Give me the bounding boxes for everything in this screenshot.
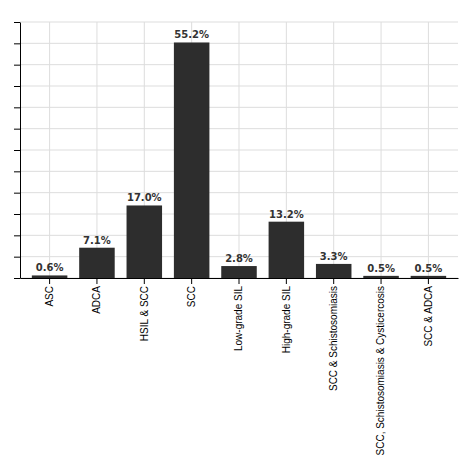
bar (363, 276, 399, 278)
x-tick: SCC & ADCA (423, 278, 434, 347)
x-tick-mark (286, 278, 287, 284)
y-tick-mark (14, 86, 20, 87)
data-label: 7.1% (83, 235, 111, 246)
x-tick: High-grade SIL (281, 278, 292, 353)
x-tick: SCC & Schistosomiasis (328, 278, 339, 391)
x-tick: HSIL & SCC (138, 278, 149, 341)
y-axis (14, 23, 21, 279)
grid-line-x (381, 22, 382, 278)
bar (127, 205, 163, 278)
x-tick-mark (428, 278, 429, 284)
y-tick (14, 86, 20, 87)
y-tick (14, 278, 20, 279)
data-label: 13.2% (269, 209, 304, 220)
grid-line-x (49, 22, 50, 278)
x-tick-label: SCC & ADCA (423, 286, 434, 347)
y-tick-mark (14, 107, 20, 108)
y-tick (14, 22, 20, 23)
x-tick-label: SCC, Schistosomiasis & Cysticercosis (375, 286, 386, 455)
x-tick: SCC (186, 278, 197, 307)
x-tick-mark (144, 278, 145, 284)
chart: ASC ADCA HSIL & SCC SCC Low-grade SIL High-gr… (0, 0, 474, 474)
bar (316, 264, 352, 278)
grid-line-x (333, 22, 334, 278)
x-tick-label: High-grade SIL (281, 286, 292, 354)
x-tick-mark (239, 278, 240, 284)
y-tick-mark (14, 257, 20, 258)
y-axis-line (20, 23, 21, 279)
y-tick (14, 193, 20, 194)
y-tick (14, 65, 20, 66)
y-tick-mark (14, 214, 20, 215)
y-tick-mark (14, 193, 20, 194)
y-tick (14, 235, 20, 236)
x-tick: ASC (44, 278, 55, 307)
x-tick-label: SCC (186, 286, 197, 307)
plot: ASC ADCA HSIL & SCC SCC Low-grade SIL High-gr… (14, 22, 459, 455)
x-tick-mark (49, 278, 50, 284)
bars (32, 42, 446, 278)
y-tick (14, 43, 20, 44)
x-tick-label: SCC & Schistosomiasis (328, 286, 339, 391)
x-tick-mark (381, 278, 382, 284)
grid-line-x (428, 22, 429, 278)
x-tick: Low-grade SIL (233, 278, 244, 351)
y-tick-mark (14, 22, 20, 23)
y-tick-mark (14, 150, 20, 151)
data-label: 0.5% (367, 263, 395, 274)
x-axis: ASC ADCA HSIL & SCC SCC Low-grade SIL High-gr… (21, 278, 459, 455)
grid (20, 22, 458, 278)
grid-line-x (239, 22, 240, 278)
y-tick (14, 214, 20, 215)
data-label: 2.8% (225, 253, 253, 264)
x-tick-label: Low-grade SIL (233, 286, 244, 351)
y-tick (14, 107, 20, 108)
x-tick-mark (96, 278, 97, 284)
bar (174, 42, 210, 278)
x-tick: ADCA (91, 278, 102, 314)
y-tick-mark (14, 65, 20, 66)
y-tick-mark (14, 43, 20, 44)
data-label: 0.5% (415, 263, 443, 274)
x-tick-label: HSIL & SCC (138, 286, 149, 341)
x-tick-label: ASC (44, 286, 55, 307)
y-tick (14, 129, 20, 130)
data-label: 55.2% (174, 29, 209, 40)
data-labels: 0.6% 7.1% 17.0% 55.2% 2.8% 13.2% 3.3% 0.5% 0.5% (36, 29, 443, 273)
y-tick (14, 150, 20, 151)
data-label: 17.0% (127, 192, 162, 203)
y-tick-mark (14, 278, 20, 279)
x-tick-mark (191, 278, 192, 284)
y-tick-mark (14, 129, 20, 130)
x-tick-label: ADCA (91, 286, 102, 314)
y-tick (14, 171, 20, 172)
x-tick: SCC, Schistosomiasis & Cysticercosis (375, 278, 386, 455)
bar (79, 248, 115, 278)
bar (32, 275, 68, 278)
y-tick (14, 257, 20, 258)
x-tick-mark (333, 278, 334, 284)
data-label: 3.3% (320, 251, 348, 262)
y-tick-mark (14, 171, 20, 172)
y-tick-mark (14, 235, 20, 236)
data-label: 0.6% (36, 262, 64, 273)
bar (221, 266, 257, 278)
bar (411, 276, 447, 278)
bar (269, 222, 305, 278)
